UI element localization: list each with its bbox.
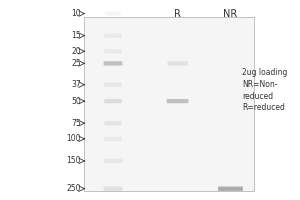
Text: NR: NR — [223, 9, 238, 19]
Text: R: R — [174, 9, 181, 19]
FancyBboxPatch shape — [106, 84, 121, 86]
FancyBboxPatch shape — [106, 138, 121, 140]
FancyBboxPatch shape — [104, 83, 122, 87]
Text: 75: 75 — [71, 119, 81, 128]
FancyBboxPatch shape — [167, 99, 188, 103]
Text: 150: 150 — [66, 156, 81, 165]
FancyBboxPatch shape — [104, 99, 122, 103]
FancyBboxPatch shape — [103, 159, 122, 163]
Text: 37: 37 — [71, 80, 81, 89]
Text: 20: 20 — [71, 47, 81, 56]
FancyBboxPatch shape — [106, 51, 121, 53]
FancyBboxPatch shape — [104, 121, 122, 125]
Text: 50: 50 — [71, 97, 81, 106]
Text: 2ug loading
NR=Non-
reduced
R=reduced: 2ug loading NR=Non- reduced R=reduced — [242, 68, 288, 112]
Text: 25: 25 — [71, 59, 81, 68]
FancyBboxPatch shape — [168, 101, 187, 103]
FancyBboxPatch shape — [105, 63, 121, 65]
FancyBboxPatch shape — [106, 101, 121, 103]
FancyBboxPatch shape — [103, 61, 122, 66]
FancyBboxPatch shape — [103, 187, 122, 191]
FancyBboxPatch shape — [104, 137, 122, 141]
FancyBboxPatch shape — [106, 13, 120, 15]
FancyBboxPatch shape — [169, 63, 187, 65]
FancyBboxPatch shape — [167, 61, 188, 66]
FancyBboxPatch shape — [105, 188, 121, 190]
FancyBboxPatch shape — [84, 17, 254, 191]
Text: 15: 15 — [71, 31, 81, 40]
FancyBboxPatch shape — [218, 187, 243, 191]
FancyBboxPatch shape — [104, 49, 122, 53]
FancyBboxPatch shape — [106, 35, 121, 37]
FancyBboxPatch shape — [104, 33, 122, 38]
FancyBboxPatch shape — [105, 160, 121, 162]
FancyBboxPatch shape — [219, 188, 242, 190]
Text: 250: 250 — [66, 184, 81, 193]
FancyBboxPatch shape — [106, 123, 121, 125]
Text: 100: 100 — [66, 134, 81, 143]
FancyBboxPatch shape — [105, 11, 121, 16]
Text: 10: 10 — [71, 9, 81, 18]
